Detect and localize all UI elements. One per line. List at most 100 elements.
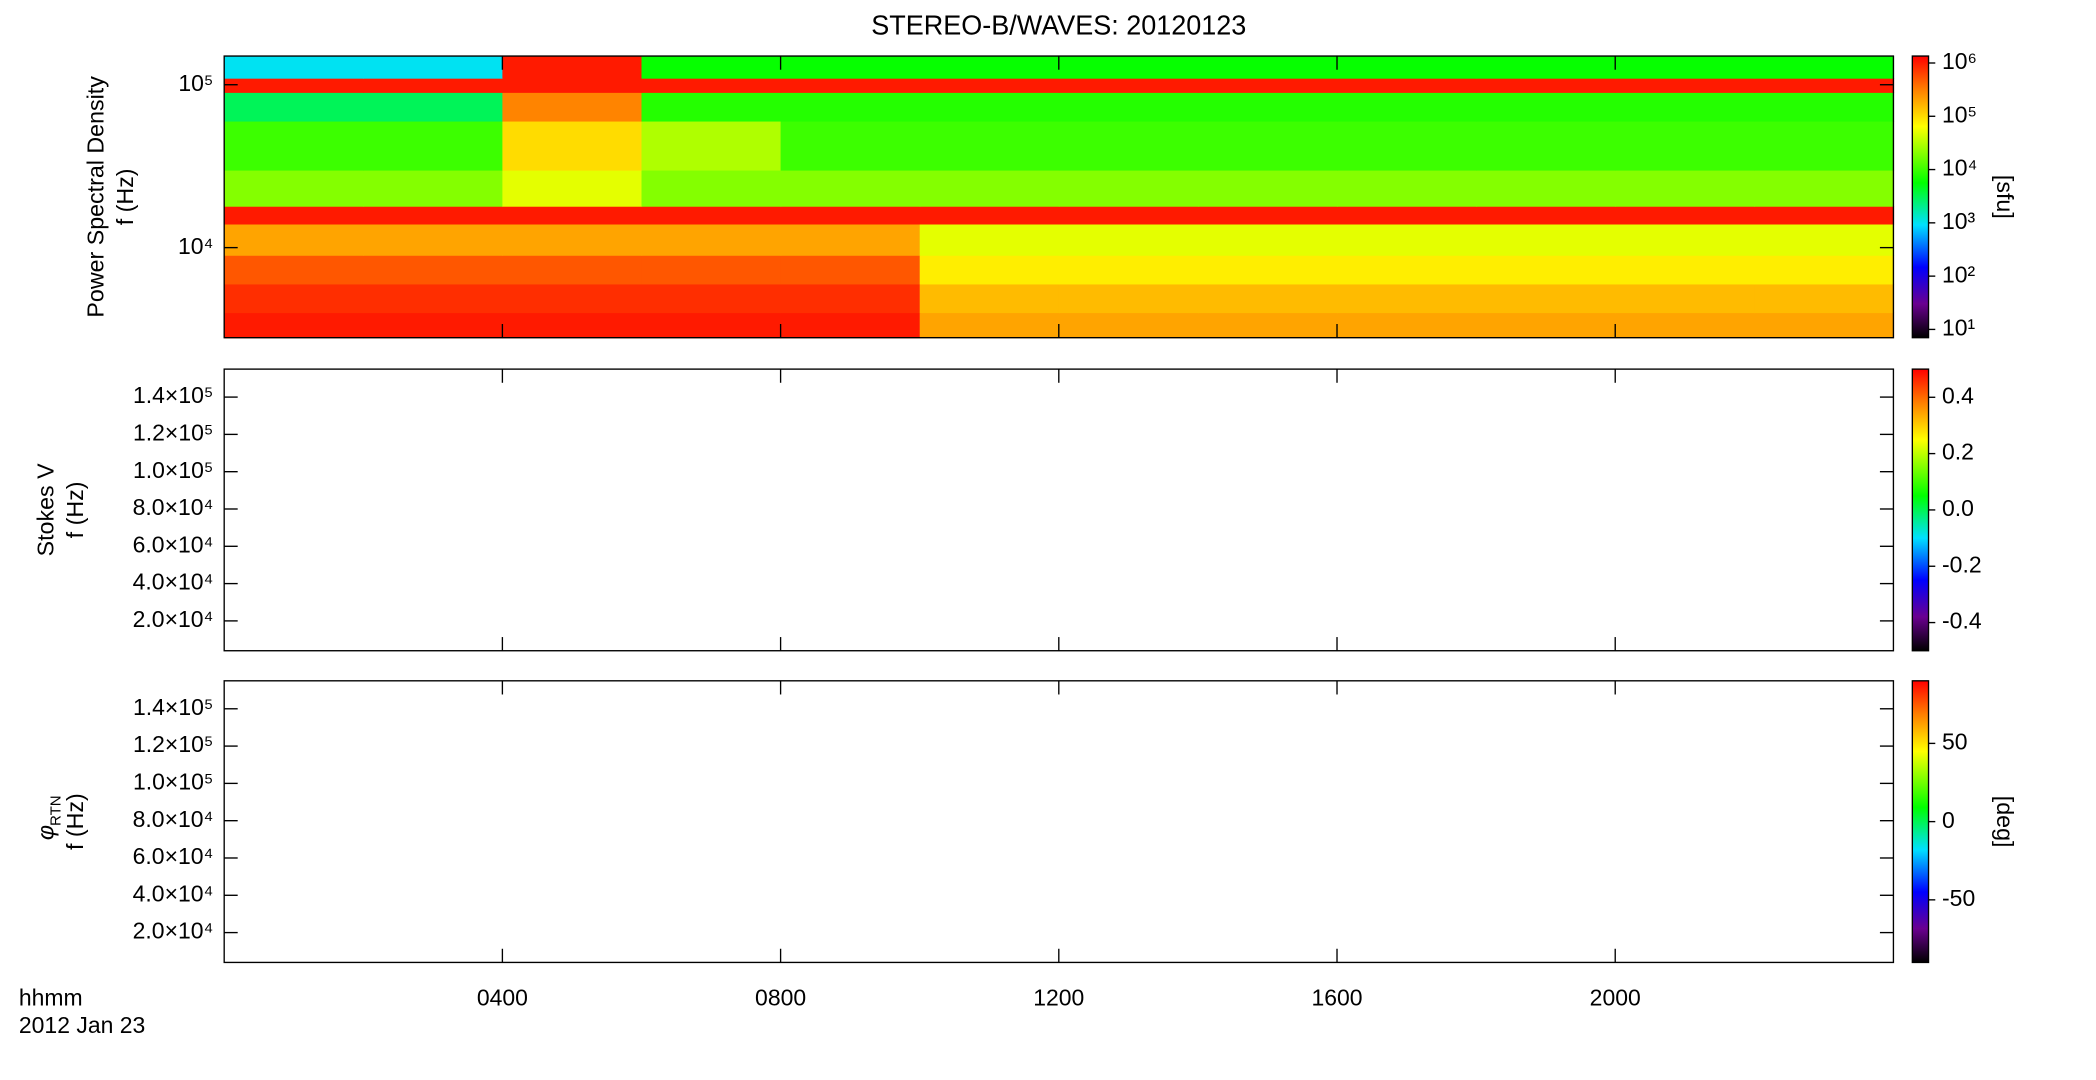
heatmap-cell — [1058, 312, 1199, 339]
heatmap-cell — [1337, 223, 1477, 256]
y-axis-label: f (Hz) — [62, 482, 88, 539]
y-tick-label: 10⁵ — [178, 70, 213, 96]
heatmap-cell — [641, 120, 782, 171]
heatmap-cell — [502, 169, 643, 207]
heatmap-cell — [780, 312, 921, 339]
y-tick-label: 1.2×10⁵ — [133, 731, 213, 757]
y-tick-label: 1.2×10⁵ — [133, 419, 213, 445]
heatmap-cell — [502, 77, 643, 93]
heatmap-cell — [1337, 206, 1477, 225]
heatmap-cell — [919, 169, 1060, 207]
colorbar — [1911, 368, 1930, 652]
colorbar-tick-label: 0 — [1942, 807, 1955, 833]
heatmap-cell — [1337, 120, 1477, 171]
heatmap-cell — [1197, 206, 1338, 225]
colorbar-tick-label: -0.2 — [1942, 551, 1982, 577]
heatmap-cell — [1615, 77, 1755, 93]
heatmap-cell — [1615, 169, 1755, 207]
x-tick-label: 0400 — [477, 984, 528, 1010]
colorbar-tick-label: 0.2 — [1942, 439, 1974, 465]
heatmap-cell — [641, 312, 782, 339]
heatmap-cell — [1476, 283, 1616, 314]
heatmap-cell — [224, 77, 364, 93]
heatmap-cell — [1754, 169, 1895, 207]
heatmap-cell — [224, 223, 364, 256]
heatmap-cell — [502, 120, 643, 171]
heatmap-cell — [363, 169, 504, 207]
heatmap-cell — [1615, 255, 1755, 285]
heatmap-cell — [1476, 56, 1616, 79]
heatmap-cell — [1197, 56, 1338, 79]
y-tick-label: 1.0×10⁵ — [133, 457, 213, 483]
heatmap-cell — [363, 223, 504, 256]
heatmap-cell — [1058, 120, 1199, 171]
y-tick-label: 1.0×10⁵ — [133, 768, 213, 794]
heatmap-cell — [502, 255, 643, 285]
heatmap-cell — [1197, 283, 1338, 314]
heatmap-cell — [502, 312, 643, 339]
heatmap-cell — [1197, 77, 1338, 93]
colorbar-tick-label: 10⁶ — [1942, 48, 1977, 74]
x-axis-label: hhmm — [19, 984, 83, 1010]
heatmap-cell — [1058, 206, 1199, 225]
heatmap-cell — [1615, 56, 1755, 79]
heatmap-cell — [1337, 56, 1477, 79]
heatmap-cell — [1754, 223, 1895, 256]
heatmap-cell — [502, 92, 643, 122]
colorbar-tick-label: 10⁴ — [1942, 155, 1977, 181]
heatmap-cell — [919, 255, 1060, 285]
heatmap-cell — [1615, 206, 1755, 225]
heatmap-cell — [363, 77, 504, 93]
colorbar-tick-label: 10² — [1942, 261, 1975, 287]
colorbar — [1911, 55, 1930, 339]
heatmap-cell — [780, 255, 921, 285]
heatmap-cell — [224, 283, 364, 314]
x-tick-label: 2000 — [1590, 984, 1641, 1010]
heatmap-cell — [780, 206, 921, 225]
heatmap-cell — [1058, 56, 1199, 79]
y-tick-label: 1.4×10⁵ — [133, 382, 213, 408]
y-tick-label: 6.0×10⁴ — [133, 843, 214, 869]
heatmap-cell — [1337, 92, 1477, 122]
y-axis-label: f (Hz) — [112, 168, 138, 225]
heatmap-cell — [1337, 77, 1477, 93]
y-axis-label: f (Hz) — [62, 793, 88, 850]
heatmap-cell — [641, 206, 782, 225]
heatmap-cell — [919, 206, 1060, 225]
heatmap-cell — [1197, 223, 1338, 256]
y-tick-label: 2.0×10⁴ — [133, 918, 214, 944]
heatmap-cell — [919, 223, 1060, 256]
heatmap-cell — [919, 92, 1060, 122]
heatmap-cell — [1476, 120, 1616, 171]
heatmap-cell — [780, 283, 921, 314]
heatmap-cell — [502, 206, 643, 225]
colorbar-tick-label: 0.4 — [1942, 382, 1974, 408]
heatmap-cell — [641, 77, 782, 93]
heatmap-cell — [780, 77, 921, 93]
heatmap-cell — [1754, 206, 1895, 225]
heatmap-cell — [502, 283, 643, 314]
heatmap-cell — [1058, 283, 1199, 314]
heatmap-cell — [363, 56, 504, 79]
heatmap-cell — [224, 206, 364, 225]
colorbar-tick-label: 10¹ — [1942, 314, 1975, 340]
plot-frame — [223, 680, 1895, 964]
heatmap-cell — [1754, 120, 1895, 171]
heatmap-cell — [1615, 283, 1755, 314]
heatmap-cell — [1476, 169, 1616, 207]
x-tick-label: 1200 — [1033, 984, 1084, 1010]
heatmap-cell — [1754, 312, 1895, 339]
heatmap-cell — [1337, 283, 1477, 314]
heatmap-cell — [919, 312, 1060, 339]
y-tick-label: 4.0×10⁴ — [133, 569, 214, 595]
y-axis-label: Stokes V — [32, 463, 58, 557]
heatmap-cell — [919, 283, 1060, 314]
heatmap-cell — [780, 223, 921, 256]
colorbar-tick-label: 0.0 — [1942, 495, 1974, 521]
heatmap-cell — [1615, 120, 1755, 171]
y-tick-label: 10⁴ — [178, 233, 213, 259]
heatmap-cell — [1197, 255, 1338, 285]
heatmap-cell — [641, 255, 782, 285]
